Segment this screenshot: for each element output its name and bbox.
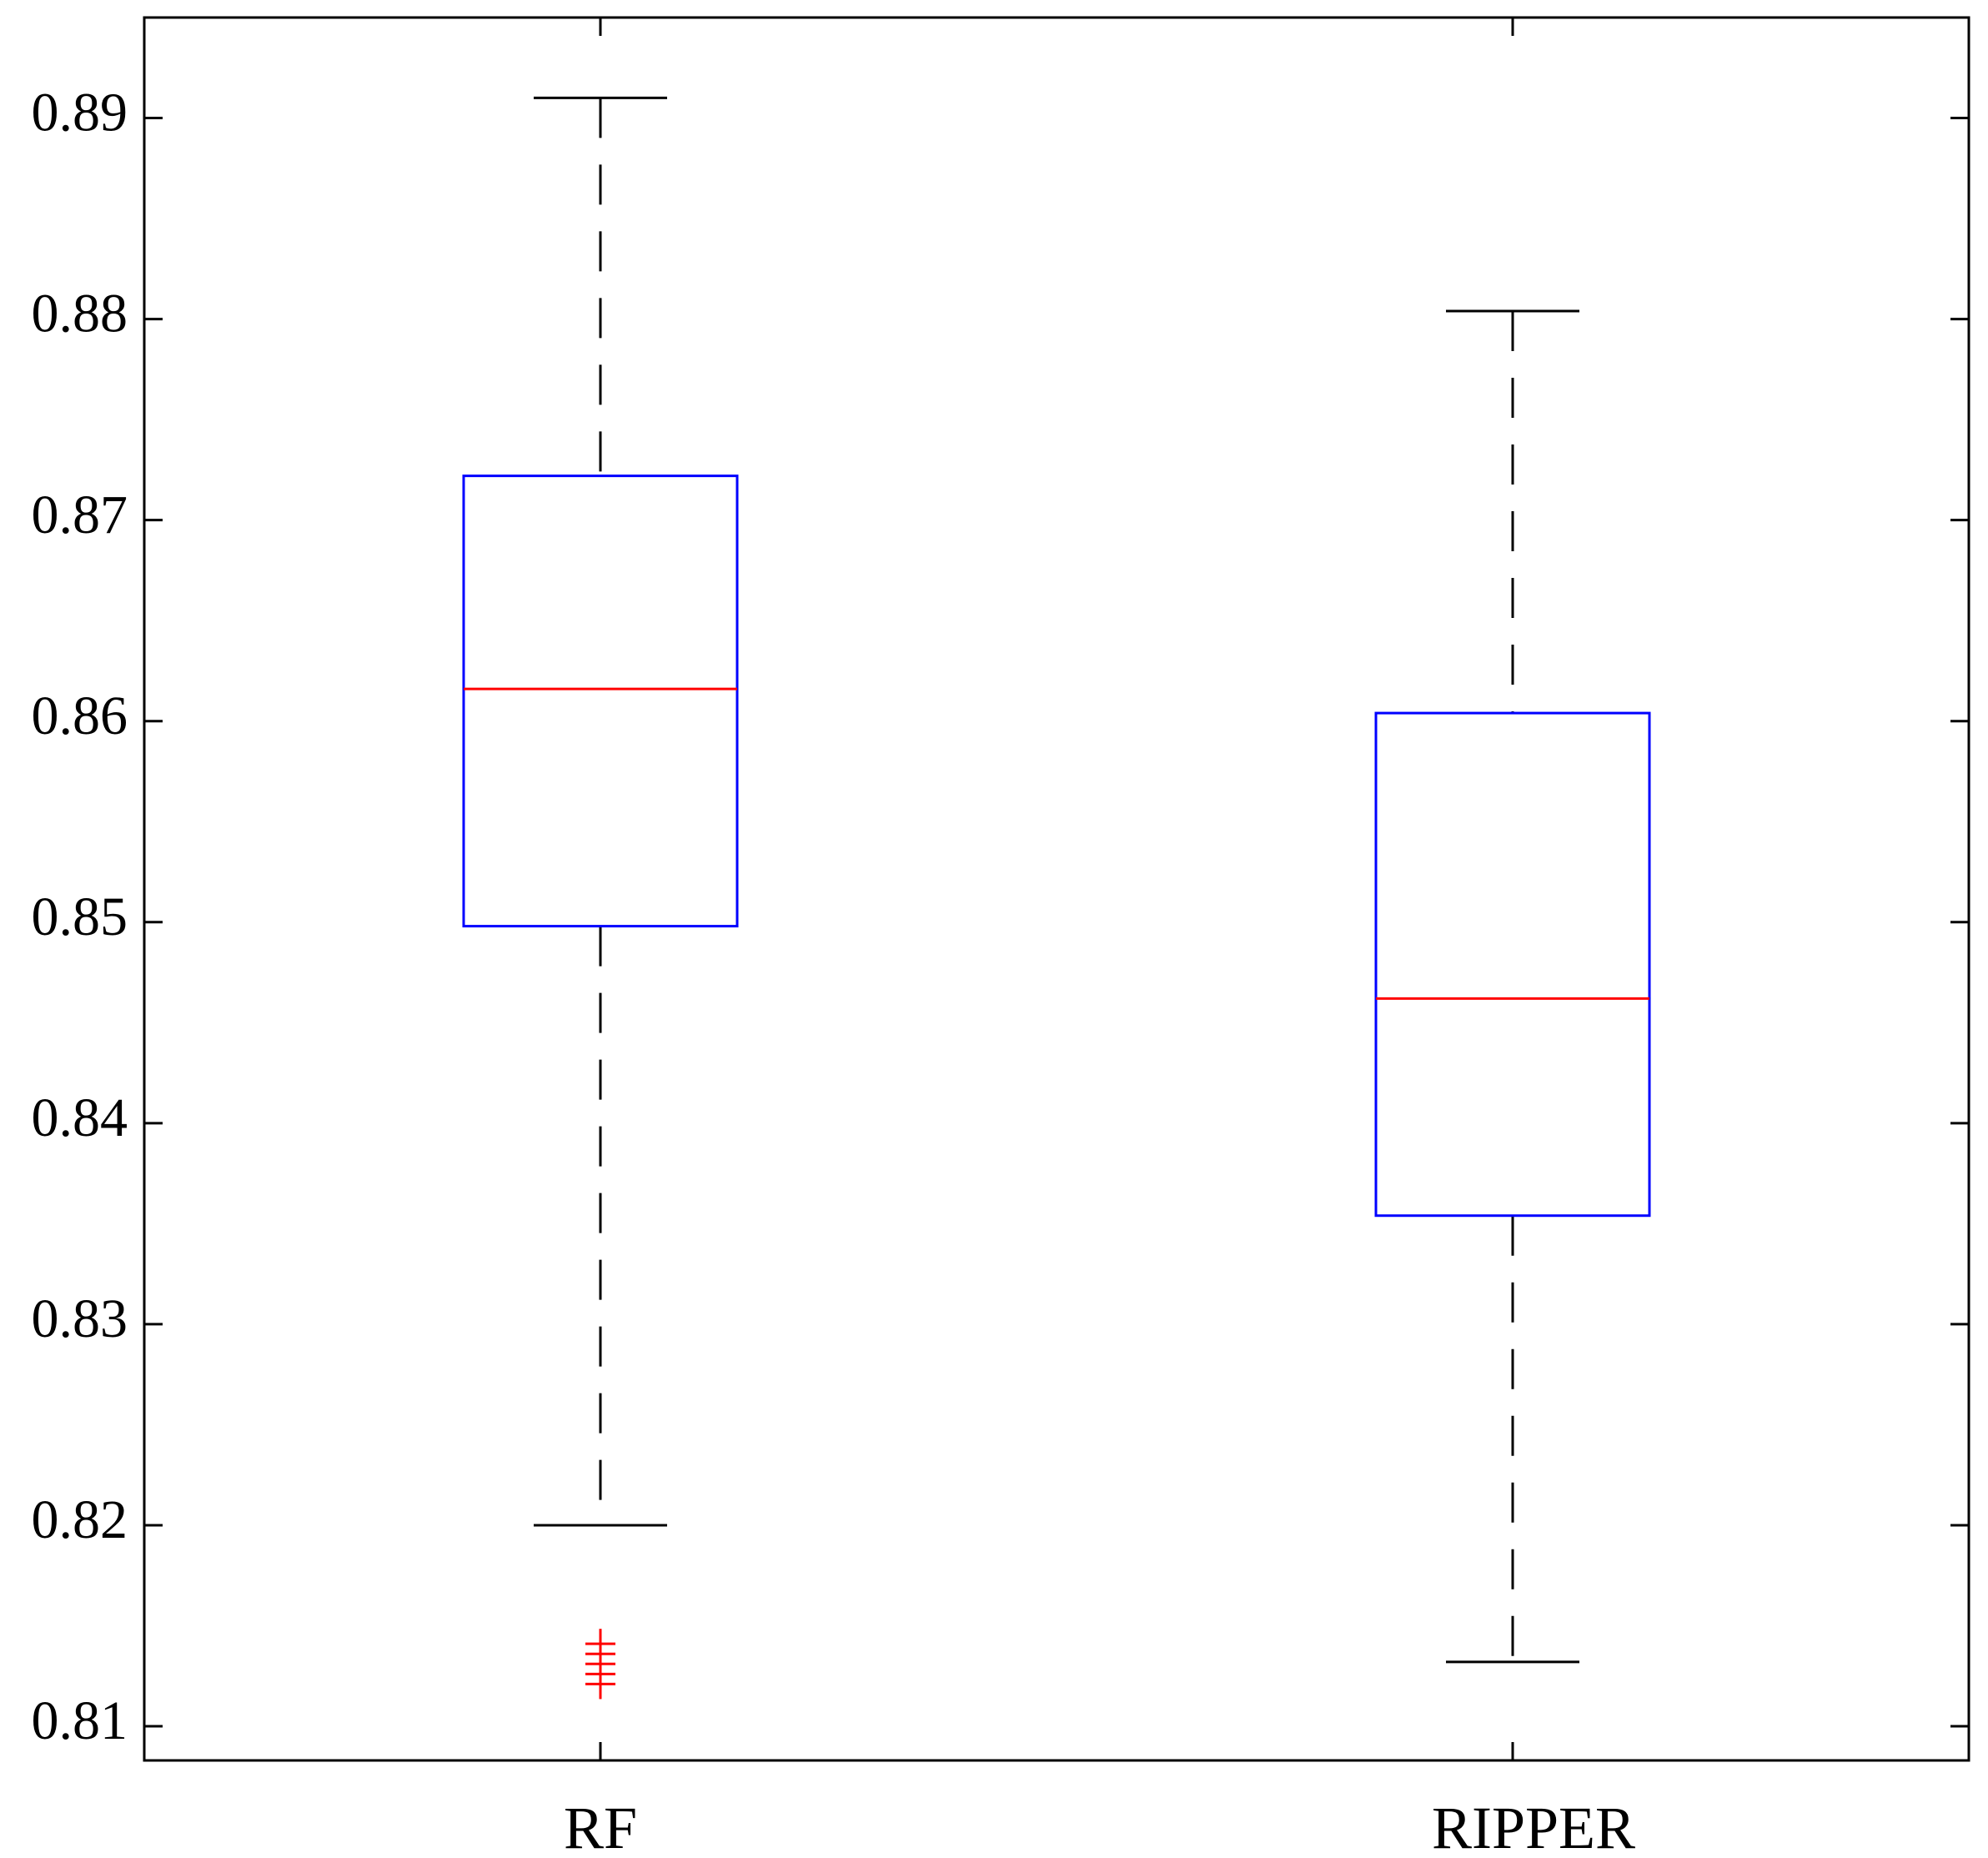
- plot-area-frame: [143, 16, 1970, 1762]
- y-tick-label: 0.88: [32, 284, 128, 344]
- y-tick-label: 0.87: [32, 485, 128, 545]
- iqr-box: [1374, 711, 1651, 1218]
- y-tick-label: 0.89: [32, 83, 128, 143]
- x-axis: RF RIPPER: [564, 18, 1635, 1858]
- x-category-label: RF: [564, 1795, 637, 1858]
- y-tick-label: 0.83: [32, 1288, 128, 1349]
- x-category-label: RIPPER: [1432, 1795, 1635, 1858]
- box-rf: [462, 96, 739, 1700]
- y-tick-label: 0.85: [32, 886, 128, 947]
- y-tick-label: 0.84: [32, 1087, 128, 1148]
- y-tick-label: 0.86: [32, 685, 128, 746]
- y-tick-label: 0.81: [32, 1690, 128, 1751]
- boxes-layer: [462, 96, 1651, 1700]
- outlier-marker: [585, 1629, 615, 1660]
- box-ripper: [1374, 309, 1651, 1664]
- iqr-box: [462, 475, 739, 928]
- y-axis: 0.81 0.82 0.83 0.84 0.85 0.86 0.87 0.88 0.89: [32, 83, 1969, 1751]
- y-tick-label: 0.82: [32, 1489, 128, 1550]
